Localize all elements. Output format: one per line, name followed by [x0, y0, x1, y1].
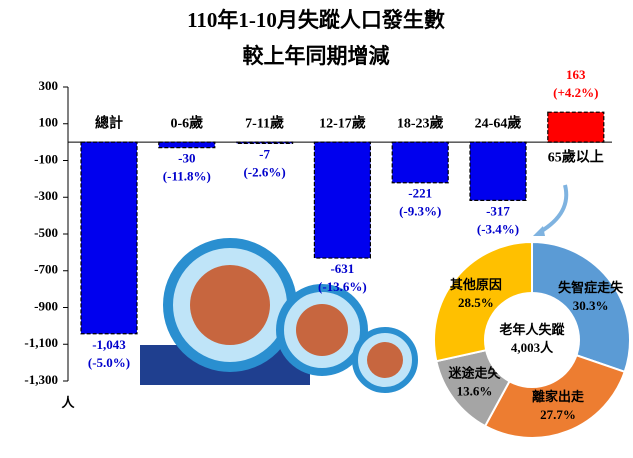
pct-label: (+4.2%) — [553, 85, 598, 100]
slice-label: 其他原因 — [450, 277, 502, 292]
value-label: -1,043 — [92, 337, 126, 352]
chart-subtitle: 較上年同期增減 — [243, 44, 390, 68]
value-label: -7 — [259, 146, 270, 161]
y-tick-label: -1,100 — [24, 335, 58, 350]
category-label: 24-64歲 — [475, 114, 522, 131]
bar — [313, 141, 371, 259]
bar — [469, 141, 527, 201]
bar — [547, 111, 605, 143]
pie-hole — [484, 292, 580, 388]
value-label: -631 — [330, 261, 354, 276]
y-tick-label: -300 — [34, 188, 58, 203]
pct-label: (-11.8%) — [163, 169, 211, 184]
category-label: 12-17歲 — [319, 114, 366, 131]
arrow — [538, 184, 569, 234]
slice-label: 離家出走 — [532, 389, 585, 404]
category-label: 7-11歲 — [245, 114, 284, 131]
figure — [296, 304, 348, 356]
y-tick-label: 100 — [39, 115, 59, 130]
value-label: -30 — [178, 151, 195, 166]
y-unit: 人 — [61, 395, 75, 410]
illustration — [140, 184, 569, 393]
center-value: 4,003人 — [511, 340, 554, 355]
y-tick-label: -500 — [34, 225, 58, 240]
value-label: -317 — [486, 203, 510, 218]
slice-label: 失智症走失 — [558, 280, 624, 295]
arrow-head — [533, 226, 545, 236]
y-tick-label: 300 — [39, 78, 59, 93]
slice-label: 迷途走失 — [447, 365, 501, 380]
pct-label: (-9.3%) — [399, 204, 441, 219]
y-tick-label: -700 — [34, 262, 58, 277]
bar — [158, 141, 216, 149]
bar — [80, 141, 138, 335]
slice-value: 30.3% — [573, 298, 609, 313]
center-title: 老年人失蹤 — [498, 322, 565, 337]
bar — [236, 141, 294, 145]
figure — [367, 342, 403, 378]
slice-value: 13.6% — [457, 383, 493, 398]
category-label: 總計 — [95, 114, 123, 131]
category-label: 0-6歲 — [170, 114, 203, 131]
pct-label: (-2.6%) — [243, 164, 285, 179]
y-tick-label: -1,300 — [24, 372, 58, 387]
pct-label: (-3.4%) — [477, 221, 519, 236]
figure — [190, 265, 270, 345]
y-tick-label: -900 — [34, 298, 58, 313]
y-tick-label: -100 — [34, 151, 58, 166]
category-label: 18-23歲 — [397, 114, 444, 131]
category-label: 65歲以上 — [548, 148, 604, 165]
value-label: -221 — [408, 186, 432, 201]
pct-label: (-5.0%) — [88, 355, 130, 370]
value-label: 163 — [566, 67, 586, 82]
bar — [391, 141, 449, 184]
slice-value: 27.7% — [540, 407, 576, 422]
chart-title: 110年1-10月失蹤人口發生數 — [187, 8, 445, 32]
slice-value: 28.5% — [458, 295, 494, 310]
pct-label: (-13.6%) — [318, 279, 367, 294]
